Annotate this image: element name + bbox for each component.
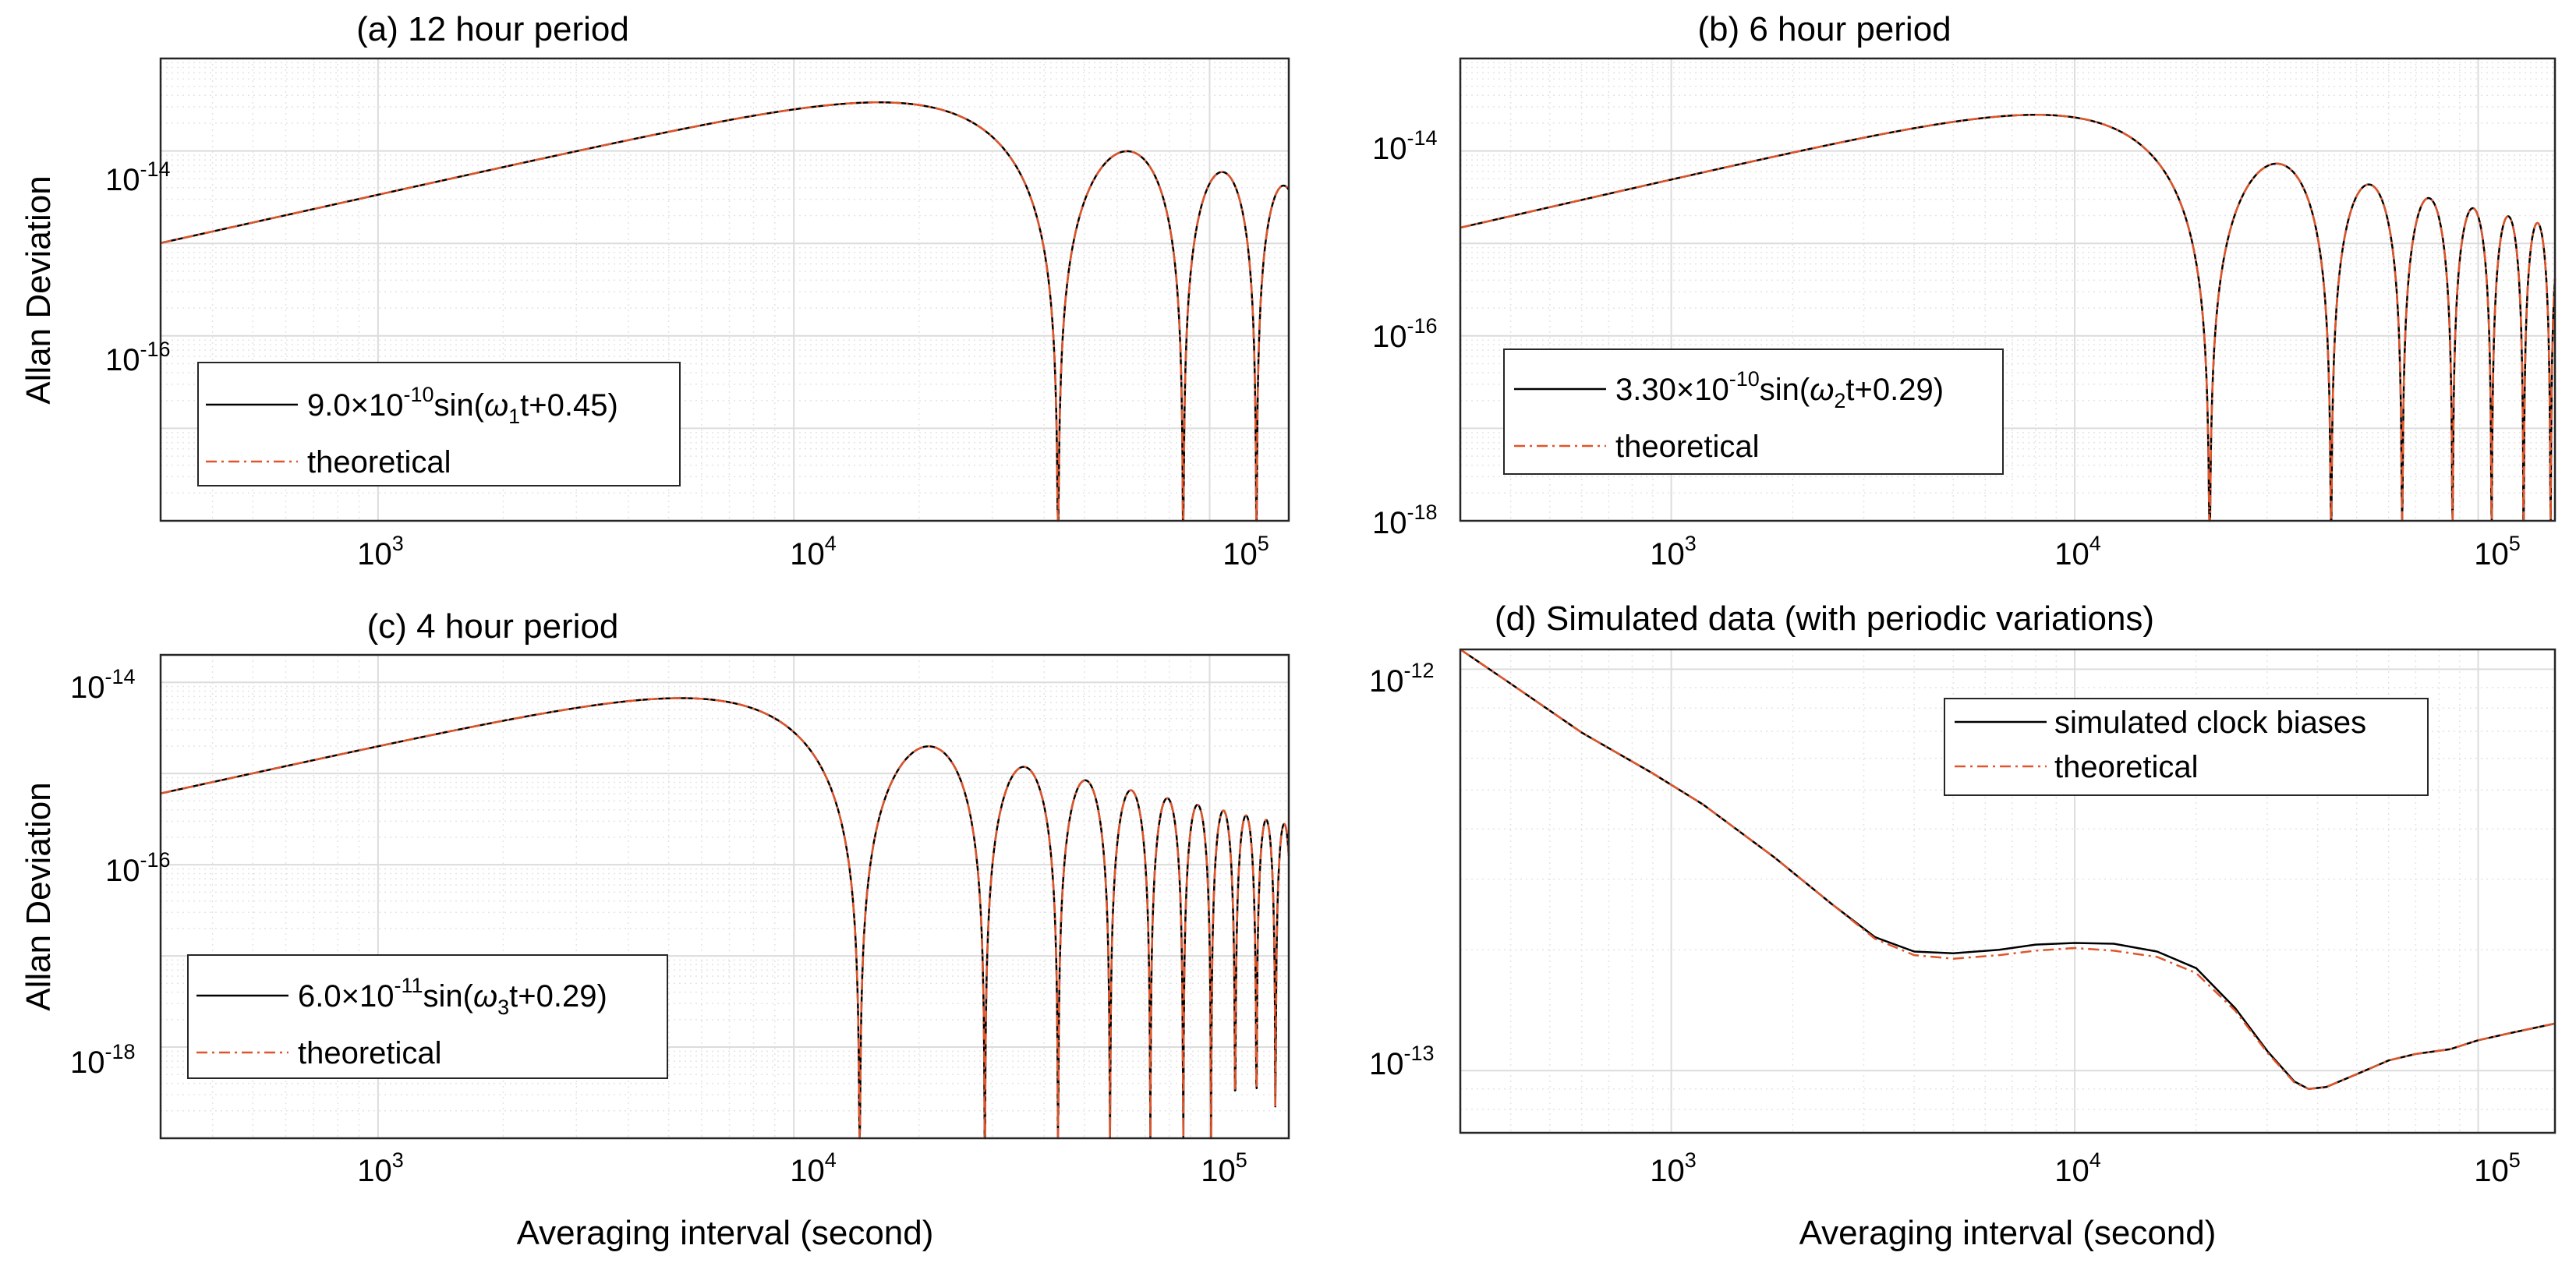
- series-theoretical-line: [1460, 648, 2556, 1091]
- x-tick-label: 104: [790, 532, 837, 571]
- x-axis-label: Averaging interval (second): [1799, 1214, 2217, 1252]
- panel-12-hour: (a) 12 hour period 103 104 105 10-14 10-…: [19, 10, 1290, 571]
- y-tick-label: 10-16: [1372, 314, 1438, 354]
- y-tick-label: 10-14: [70, 665, 136, 705]
- legend-box: [1944, 698, 2429, 796]
- plot-frame: [1459, 648, 2557, 1134]
- legend-sim-label: 3.30×10-10sin(ω2t+0.29): [1615, 367, 1944, 412]
- legend-box: [187, 954, 668, 1079]
- x-tick-label: 103: [357, 1148, 404, 1188]
- curves: [160, 101, 1290, 522]
- panel-title: (c) 4 hour period: [367, 607, 619, 646]
- y-tick-label: 10-18: [70, 1040, 136, 1080]
- legend: 6.0×10-11sin(ω3t+0.29) theoretical: [187, 954, 668, 1079]
- curves: [1460, 114, 2557, 522]
- y-tick-label: 10-14: [105, 157, 171, 197]
- legend-theory-label: theoretical: [307, 445, 451, 479]
- series-theoretical-line: [160, 697, 1290, 1140]
- x-tick-label: 104: [2054, 532, 2101, 571]
- y-tick-label: 10-18: [1372, 501, 1438, 540]
- legend-sim-label: simulated clock biases: [2054, 706, 2366, 740]
- legend-theory-label: theoretical: [2054, 750, 2199, 784]
- y-axis-label: Allan Deviation: [19, 782, 58, 1011]
- legend: 9.0×10-10sin(ω1t+0.45) theoretical: [197, 362, 681, 486]
- x-tick-label: 105: [1223, 532, 1269, 571]
- panel-title: (b) 6 hour period: [1697, 10, 1951, 48]
- y-axis-label: Allan Deviation: [19, 175, 58, 405]
- panel-6-hour: (b) 6 hour period 103 104 105 10-14 10-1…: [1372, 10, 2557, 571]
- plot-frame: [159, 57, 1290, 522]
- panel-title: (d) Simulated data (with periodic variat…: [1495, 600, 2154, 638]
- x-tick-label: 105: [2474, 532, 2521, 571]
- x-tick-label: 104: [790, 1148, 837, 1188]
- legend-sim-label: 6.0×10-11sin(ω3t+0.29): [298, 974, 607, 1019]
- panel-simulated-data: (d) Simulated data (with periodic variat…: [1369, 600, 2557, 1252]
- panel-title: (a) 12 hour period: [356, 10, 629, 48]
- y-tick-label: 10-13: [1369, 1042, 1435, 1081]
- curves: [1460, 648, 2556, 1091]
- x-tick-label: 104: [2054, 1148, 2101, 1188]
- legend-theory-label: theoretical: [1615, 430, 1760, 464]
- grid-lines: [1460, 58, 2555, 522]
- x-tick-label: 105: [1201, 1148, 1247, 1188]
- series-theoretical-line: [160, 101, 1290, 522]
- y-tick-label: 10-12: [1369, 659, 1435, 699]
- legend: simulated clock biases theoretical: [1944, 698, 2429, 796]
- legend-box: [1503, 348, 2004, 475]
- x-tick-label: 103: [1650, 1148, 1697, 1188]
- legend: 3.30×10-10sin(ω2t+0.29) theoretical: [1503, 348, 2004, 475]
- y-tick-label: 10-14: [1372, 126, 1438, 166]
- x-tick-label: 103: [1650, 532, 1697, 571]
- legend-box: [197, 362, 681, 486]
- x-axis-label: Averaging interval (second): [517, 1214, 934, 1252]
- x-tick-label: 103: [357, 532, 404, 571]
- plot-frame: [1459, 57, 2557, 522]
- series-theoretical-line: [1460, 114, 2557, 522]
- panel-4-hour: (c) 4 hour period 103 104 105 10-14 10-1…: [19, 607, 1290, 1252]
- legend-theory-label: theoretical: [298, 1036, 442, 1070]
- y-tick-label: 10-16: [105, 848, 171, 888]
- y-tick-label: 10-16: [105, 338, 171, 377]
- curves: [160, 697, 1290, 1140]
- legend-sim-label: 9.0×10-10sin(ω1t+0.45): [307, 383, 618, 428]
- x-tick-label: 105: [2474, 1148, 2521, 1188]
- plot-frame: [159, 653, 1290, 1140]
